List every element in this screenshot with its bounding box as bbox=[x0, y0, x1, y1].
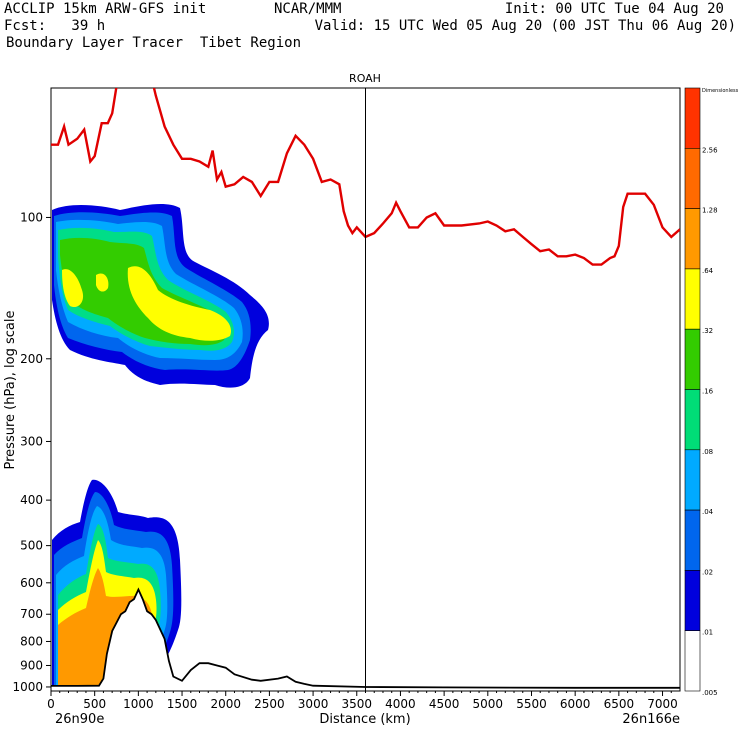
terrain-mask bbox=[51, 589, 680, 691]
colorbar-label: .64 bbox=[702, 267, 714, 275]
x-tick-label: 500 bbox=[83, 697, 106, 711]
x-tick-label: 1500 bbox=[167, 697, 198, 711]
colorbar-label: .01 bbox=[702, 629, 713, 637]
x-tick-label: 2000 bbox=[210, 697, 241, 711]
colorbar-label: .32 bbox=[702, 327, 713, 335]
colorbar-label: 1.28 bbox=[702, 207, 718, 215]
upper-plume-yellow-2 bbox=[127, 266, 232, 341]
x-tick-label: 7000 bbox=[647, 697, 678, 711]
y-tick-label: 900 bbox=[20, 658, 43, 672]
x-tick-label: 4500 bbox=[429, 697, 460, 711]
y-axis-label: Pressure (hPa), log scale bbox=[3, 311, 18, 470]
colorbar-segment bbox=[684, 328, 701, 390]
x-tick-label: 4000 bbox=[385, 697, 416, 711]
upper-plume-yellow-3 bbox=[96, 273, 109, 292]
x-tick-label: 0 bbox=[47, 697, 55, 711]
boundary-layer-top-line bbox=[51, 587, 680, 689]
colorbar-label: .02 bbox=[702, 568, 713, 576]
x-tick-label: 2500 bbox=[254, 697, 285, 711]
upper-plume-yellow-1 bbox=[62, 269, 84, 308]
colorbar-segment bbox=[684, 509, 701, 571]
header-source: NCAR/MMM bbox=[274, 1, 342, 17]
x-tick-label: 5500 bbox=[516, 697, 547, 711]
y-tick-label: 1000 bbox=[12, 680, 43, 694]
x-tick-label: 6500 bbox=[604, 697, 635, 711]
y-tick-label: 500 bbox=[20, 539, 43, 553]
chart-title: ROAH bbox=[349, 72, 381, 85]
lower-plume-orange bbox=[58, 568, 153, 690]
colorbar-segment bbox=[684, 268, 701, 330]
y-tick-label: 400 bbox=[20, 493, 43, 507]
header-init-model: ACCLIP 15km ARW-GFS init bbox=[4, 1, 207, 17]
x-tick-label: 5000 bbox=[473, 697, 504, 711]
colorbar-label: Dimensionless bbox=[702, 88, 739, 94]
x-end-label: 26n166e bbox=[622, 712, 680, 727]
colorbar-label: .16 bbox=[702, 388, 714, 396]
x-axis-ticks: 0 500 1000 1500 2000 2500 3000 3500 4000 4500 5000… bbox=[47, 691, 678, 711]
colorbar: Dimensionless 2.56 1.28 .64 .32 .16 .08 .04 .02.… bbox=[684, 87, 739, 697]
header-forecast-hour: Fcst: 39 h bbox=[4, 18, 106, 34]
x-axis-label: Distance (km) bbox=[319, 712, 410, 727]
header-valid-time: Valid: 15 UTC Wed 05 Aug 20 (00 JST Thu … bbox=[314, 18, 736, 34]
upper-plume bbox=[52, 204, 269, 388]
tropopause-line bbox=[51, 88, 680, 266]
x-tick-label: 3500 bbox=[341, 697, 372, 711]
y-tick-label: 700 bbox=[20, 607, 43, 621]
colorbar-label: .04 bbox=[702, 508, 714, 516]
x-tick-label: 1000 bbox=[123, 697, 154, 711]
colorbar-segment bbox=[684, 449, 701, 511]
colorbar-segment bbox=[684, 148, 701, 209]
y-tick-label: 200 bbox=[20, 352, 43, 366]
colorbar-segment bbox=[684, 630, 701, 692]
colorbar-segment bbox=[684, 208, 701, 270]
y-tick-label: 800 bbox=[20, 634, 43, 648]
x-tick-label: 6000 bbox=[560, 697, 591, 711]
y-tick-label: 100 bbox=[20, 210, 43, 224]
colorbar-segment bbox=[684, 87, 701, 149]
colorbar-label: 2.56 bbox=[702, 146, 718, 154]
tracer-shading bbox=[51, 204, 680, 691]
y-axis-ticks: 100 200 300 400 500 600 700 800 900 1000 bbox=[12, 210, 51, 694]
y-tick-label: 600 bbox=[20, 576, 43, 590]
colorbar-label: .005 bbox=[702, 689, 718, 697]
y-tick-label: 300 bbox=[20, 434, 43, 448]
x-tick-label: 3000 bbox=[298, 697, 329, 711]
x-start-label: 26n90e bbox=[55, 712, 104, 727]
colorbar-label: .08 bbox=[702, 448, 713, 456]
colorbar-segment bbox=[684, 570, 701, 632]
colorbar-segment bbox=[684, 389, 701, 451]
header-init-time: Init: 00 UTC Tue 04 Aug 20 bbox=[504, 1, 724, 17]
header-field-title: Boundary Layer Tracer Tibet Region bbox=[6, 35, 302, 51]
